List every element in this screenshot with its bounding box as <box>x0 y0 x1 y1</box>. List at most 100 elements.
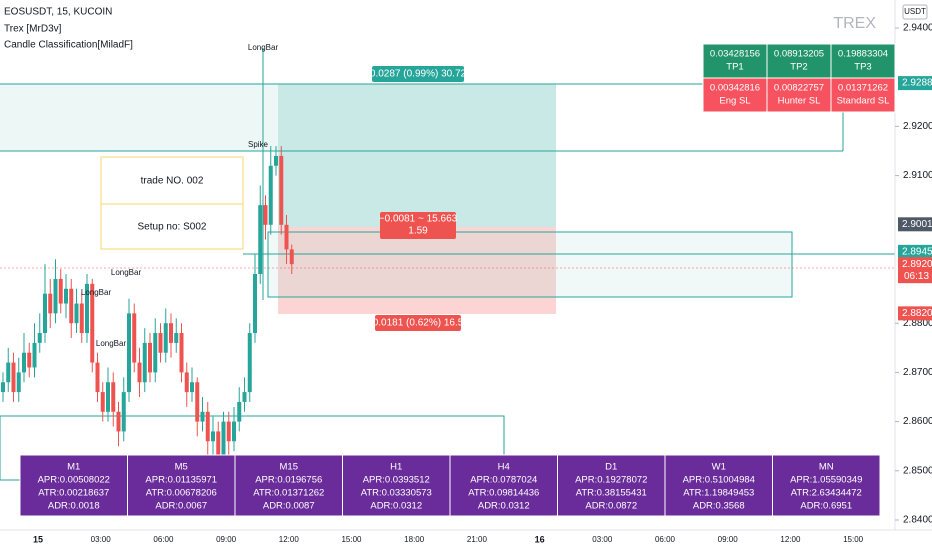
stats-text: ATR:0.01371262 <box>253 488 324 499</box>
price-badge-label: 2.8920 <box>902 259 932 270</box>
open-pnl: −0.0081 ~ 15.663 <box>379 214 458 225</box>
currency-badge[interactable] <box>902 4 928 20</box>
stats-text: APR:0.0393512 <box>363 475 430 486</box>
candle-body <box>190 382 194 393</box>
price-badge-label: 2.8945 <box>902 247 932 258</box>
candle-body <box>100 392 105 412</box>
candle-body <box>169 323 173 343</box>
candle-body <box>226 421 231 442</box>
price-badge <box>898 244 932 259</box>
stats-cell <box>19 454 128 517</box>
price-tick-label: 2.8600 <box>903 416 932 427</box>
range-box <box>267 231 793 298</box>
candle-body <box>216 431 221 461</box>
sl-text: 0.00342816 <box>710 83 760 94</box>
candle-body <box>32 342 37 368</box>
stats-cell <box>664 454 773 517</box>
time-label: 06:00 <box>153 535 174 544</box>
stats-text: APR:0.0196756 <box>255 475 322 486</box>
setup-number: Setup no: S002 <box>138 222 207 233</box>
stats-cell <box>449 454 558 517</box>
candle-body <box>211 431 215 442</box>
stats-cell <box>772 454 881 517</box>
price-tick-label: 2.8700 <box>903 367 932 378</box>
stats-text: ADR:0.0018 <box>48 501 100 512</box>
time-label: 03:00 <box>592 535 613 544</box>
symbol: EOSUSDT, 15, KUCOIN <box>4 7 112 18</box>
candle-body <box>174 333 179 343</box>
stats-text: M15 <box>280 462 298 473</box>
candle-body <box>253 274 257 334</box>
zone <box>0 84 278 151</box>
sl-cell <box>830 77 896 113</box>
time-label: 18:00 <box>404 535 425 544</box>
price-badge-label: 2.8820 <box>902 308 932 319</box>
countdown: 06:13 <box>904 271 929 282</box>
candle-body <box>274 155 278 166</box>
time-label: 15:00 <box>341 535 362 544</box>
candle-body <box>263 205 268 225</box>
candle-body <box>1 382 5 393</box>
stats-text: ADR:0.0312 <box>478 501 530 512</box>
stats-text: ADR:0.0067 <box>155 501 207 512</box>
tp-cell <box>766 43 832 79</box>
open-label-bg <box>380 212 456 239</box>
candle-annotation: LongBar <box>111 268 142 277</box>
candle-annotation: Spike <box>248 140 269 149</box>
candle-body <box>53 278 58 314</box>
candle-body <box>79 303 84 334</box>
stats-text: W1 <box>712 462 726 473</box>
stats-text: APR:0.00508022 <box>38 475 110 486</box>
stats-text: D1 <box>605 462 617 473</box>
stats-cell <box>557 454 666 517</box>
stats-cell <box>234 454 343 517</box>
time-label: 21:00 <box>467 535 488 544</box>
trade-number: trade NO. 002 <box>141 176 204 187</box>
candle-body <box>232 421 236 442</box>
stats-text: ADR:0.0087 <box>263 501 315 512</box>
candle-body <box>179 333 184 373</box>
candle-body <box>106 382 110 412</box>
candle-body <box>289 249 294 265</box>
stats-text: M5 <box>175 462 188 473</box>
tp-text: 0.19883304 <box>838 49 888 60</box>
time-label: 09:00 <box>216 535 237 544</box>
candle-body <box>205 411 210 442</box>
price-tick-label: 2.9100 <box>903 170 932 181</box>
stats-text: ADR:0.0872 <box>585 501 637 512</box>
stats-text: ATR:0.38155431 <box>576 488 647 499</box>
candle-body <box>148 342 152 373</box>
price-badge <box>898 76 932 91</box>
tp-text: 0.03428156 <box>710 49 760 60</box>
stop-zone <box>278 227 556 314</box>
candle-body <box>137 362 142 383</box>
price-badge <box>898 306 932 321</box>
stats-text: ATR:0.09814436 <box>468 488 539 499</box>
stats-cell <box>342 454 451 517</box>
target-label-bg <box>372 66 464 82</box>
candle-annotation: LongBar <box>81 288 112 297</box>
price-badge-label: 2.9001 <box>902 219 932 230</box>
tp-text: TP2 <box>790 62 807 73</box>
stats-text: ATR:1.19849453 <box>683 488 754 499</box>
currency[interactable]: USDT <box>904 7 926 16</box>
sl-text: Hunter SL <box>778 96 821 107</box>
time-label: 09:00 <box>718 535 739 544</box>
price-badge-label: 2.9288 <box>902 78 932 89</box>
stats-text: ATR:2.63434472 <box>791 488 862 499</box>
sl-cell <box>702 77 768 113</box>
price-tick-label: 2.8400 <box>903 515 932 526</box>
candle-body <box>258 205 263 274</box>
candle-body <box>85 283 89 334</box>
risk-ratio: 1.59 <box>408 226 428 237</box>
candle-body <box>284 224 289 250</box>
candle-body <box>6 362 11 383</box>
price-tick-label: 2.8500 <box>903 465 932 476</box>
candle-body <box>221 421 226 461</box>
candle-body <box>64 288 68 304</box>
candle-body <box>195 382 200 422</box>
stats-text: H1 <box>390 462 402 473</box>
stats-text: APR:0.01135971 <box>145 475 217 486</box>
time-label: 12:00 <box>780 535 801 544</box>
